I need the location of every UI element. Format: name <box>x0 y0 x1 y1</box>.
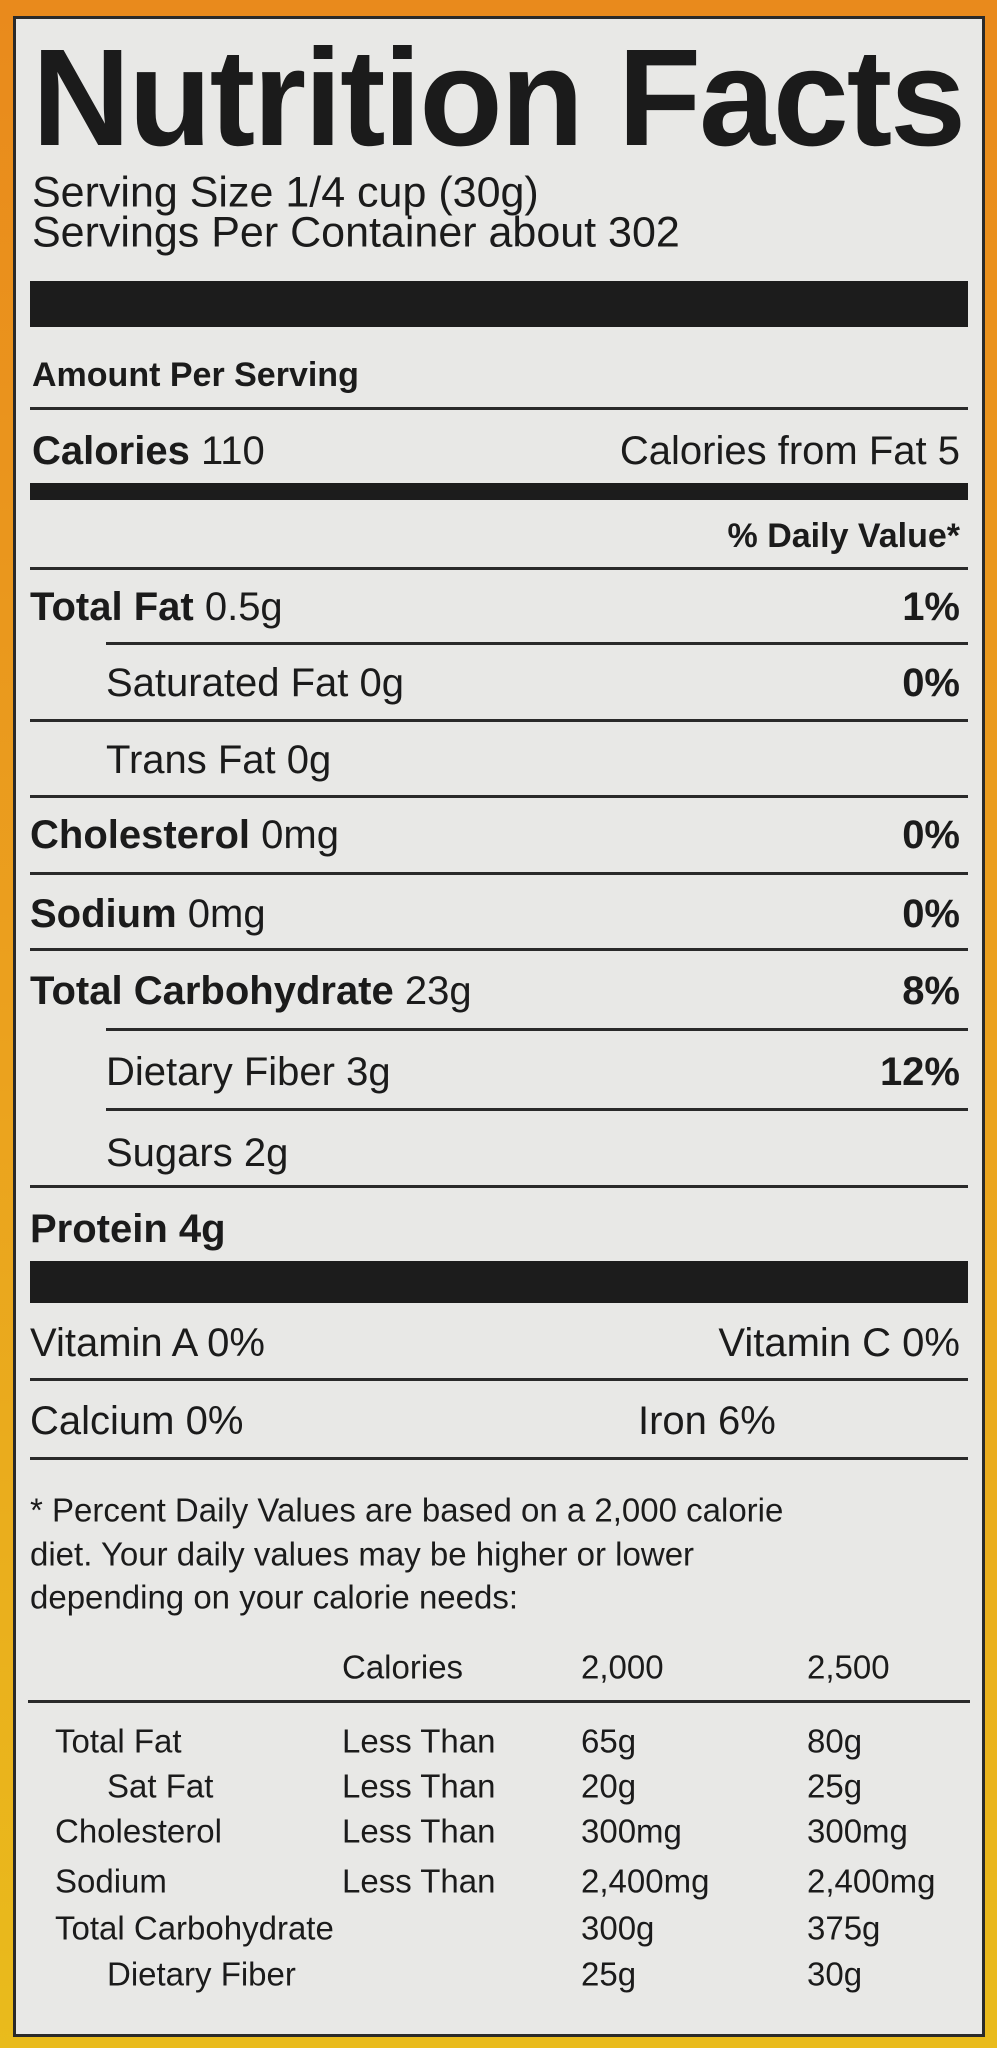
dv-total-fat: 1% <box>902 585 960 629</box>
nutrient-dietary-fiber: Dietary Fiber 3g <box>106 1050 391 1094</box>
footnote-line: diet. Your daily values may be higher or… <box>30 1535 695 1573</box>
nutrient-sodium: Sodium 0mg <box>30 892 266 936</box>
divider <box>30 1457 968 1460</box>
dv-dietary-fiber: 12% <box>879 1050 960 1094</box>
divider <box>30 407 968 410</box>
dv-row-2000: 25g <box>581 1955 637 1993</box>
dv-row-2000: 300g <box>581 1909 655 1947</box>
dv-row-2500: 375g <box>807 1909 881 1947</box>
divider <box>30 719 968 722</box>
dv-row-qualifier: Less Than <box>342 1812 496 1850</box>
divider <box>106 1108 968 1111</box>
dv-table-header-2500: 2,500 <box>807 1648 890 1686</box>
dv-row-nutrient: Sodium <box>55 1862 167 1900</box>
dv-row-2500: 30g <box>807 1955 863 1993</box>
dv-row-nutrient: Dietary Fiber <box>107 1955 296 1993</box>
calories-from-fat: Calories from Fat 5 <box>619 429 960 473</box>
serving-size: Serving Size 1/4 cup (30g) <box>32 168 539 217</box>
title: Nutrition Facts <box>32 21 966 175</box>
dv-row-2500: 300mg <box>807 1812 908 1850</box>
iron: Iron 6% <box>638 1399 776 1443</box>
nutrient-cholesterol: Cholesterol 0mg <box>30 813 339 857</box>
footnote-line: * Percent Daily Values are based on a 2,… <box>30 1491 784 1529</box>
dv-row-2500: 25g <box>807 1767 863 1805</box>
divider <box>30 1185 968 1188</box>
nutrient-sugars: Sugars 2g <box>106 1131 289 1175</box>
nutrient-protein: Protein 4g <box>30 1207 226 1251</box>
dv-row-nutrient: Total Carbohydrate <box>55 1909 334 1947</box>
dv-cholesterol: 0% <box>902 813 960 857</box>
dv-table-header-calories: Calories <box>342 1648 464 1686</box>
vitamin-c: Vitamin C 0% <box>718 1321 960 1365</box>
nutrient-trans-fat: Trans Fat 0g <box>106 738 332 782</box>
divider <box>28 1700 970 1703</box>
nutrient-total-fat: Total Fat 0.5g <box>30 585 283 629</box>
dv-row-2000: 300mg <box>581 1812 682 1850</box>
footnote-line: depending on your calorie needs: <box>30 1578 519 1616</box>
dv-row-2000: 20g <box>581 1767 637 1805</box>
thick-divider <box>30 281 968 327</box>
dv-row-2500: 80g <box>807 1722 863 1760</box>
divider <box>106 642 968 645</box>
nutrition-facts-label: Nutrition Facts Serving Size 1/4 cup (30… <box>13 16 985 2037</box>
dv-row-2000: 2,400mg <box>581 1862 710 1900</box>
dv-saturated-fat: 0% <box>902 661 960 705</box>
divider <box>30 948 968 951</box>
dv-sodium: 0% <box>902 892 960 936</box>
dv-row-nutrient: Cholesterol <box>55 1812 222 1850</box>
divider <box>106 1028 968 1031</box>
nutrient-total-carbohydrate: Total Carbohydrate 23g <box>30 969 472 1013</box>
dv-row-qualifier: Less Than <box>342 1722 496 1760</box>
vitamin-a: Vitamin A 0% <box>30 1321 265 1365</box>
calories-row: Calories 110 <box>32 431 265 471</box>
dv-row-nutrient: Total Fat <box>55 1722 182 1760</box>
divider <box>30 795 968 798</box>
nutrient-saturated-fat: Saturated Fat 0g <box>106 661 404 705</box>
dv-row-2500: 2,400mg <box>807 1862 936 1900</box>
dv-total-carbohydrate: 8% <box>902 969 960 1013</box>
calcium: Calcium 0% <box>30 1399 244 1443</box>
thick-divider <box>30 1261 968 1303</box>
divider <box>30 1378 968 1381</box>
medium-divider <box>30 483 968 500</box>
amount-per-serving: Amount Per Serving <box>32 356 359 394</box>
dv-table-header-2000: 2,000 <box>581 1648 664 1686</box>
dv-row-2000: 65g <box>581 1722 637 1760</box>
calories-value: 110 <box>200 429 265 473</box>
calories-label: Calories <box>32 429 190 473</box>
daily-value-header: % Daily Value* <box>727 517 960 555</box>
dv-row-nutrient: Sat Fat <box>107 1767 214 1805</box>
divider <box>30 567 968 570</box>
servings-per-container: Servings Per Container about 302 <box>32 208 680 257</box>
dv-row-qualifier: Less Than <box>342 1862 496 1900</box>
dv-row-qualifier: Less Than <box>342 1767 496 1805</box>
divider <box>30 872 968 875</box>
